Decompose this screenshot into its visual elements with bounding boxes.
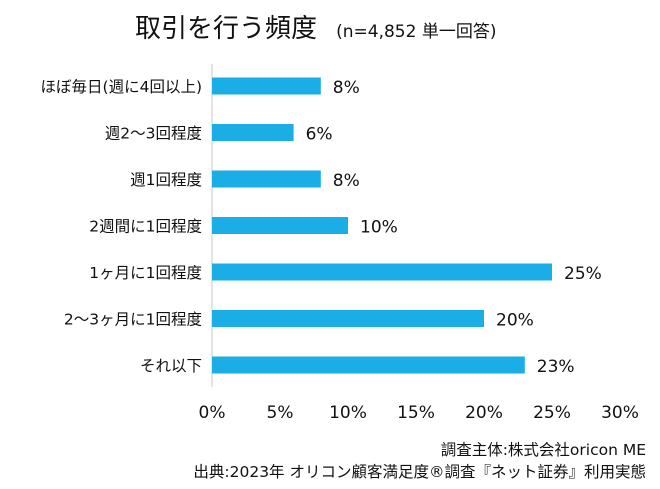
bar [212, 263, 552, 281]
bar [212, 124, 294, 141]
x-tick-label: 5% [267, 403, 294, 423]
x-tick-label: 25% [533, 403, 571, 423]
x-tick-label: 0% [199, 403, 226, 423]
bar [212, 356, 525, 374]
data-label: 8% [333, 171, 360, 191]
chart-title: 取引を行う頻度 [135, 14, 318, 44]
data-label: 20% [496, 311, 534, 331]
source-note-1: 調査主体:株式会社oricon ME [440, 441, 646, 459]
bar [212, 170, 321, 188]
bar [212, 77, 321, 95]
category-label: 1ヶ月に1回程度 [89, 264, 202, 282]
chart-subtitle: (n=4,852 単一回答) [336, 22, 497, 42]
category-label: 週2〜3回程度 [105, 125, 202, 143]
chart-title-group: 取引を行う頻度 (n=4,852 単一回答) [135, 8, 496, 45]
category-label: それ以下 [140, 357, 202, 375]
data-label: 23% [537, 357, 575, 377]
bar [212, 217, 348, 234]
category-label: 2週間に1回程度 [89, 218, 202, 236]
category-label: ほぼ毎日(週に4回以上) [41, 78, 202, 96]
x-tick-label: 20% [465, 403, 503, 423]
x-tick-label: 30% [601, 403, 639, 423]
data-label: 8% [333, 78, 360, 98]
category-label: 2〜3ヶ月に1回程度 [64, 311, 202, 329]
x-tick-label: 15% [397, 403, 435, 423]
data-label: 6% [306, 125, 333, 145]
category-label: 週1回程度 [130, 171, 202, 189]
data-label: 25% [564, 264, 602, 284]
data-label: 10% [360, 218, 398, 238]
source-note-2: 出典:2023年 オリコン顧客満足度®調査『ネット証券』利用実態 [193, 463, 646, 481]
x-tick-label: 10% [329, 403, 367, 423]
bar [212, 310, 484, 327]
